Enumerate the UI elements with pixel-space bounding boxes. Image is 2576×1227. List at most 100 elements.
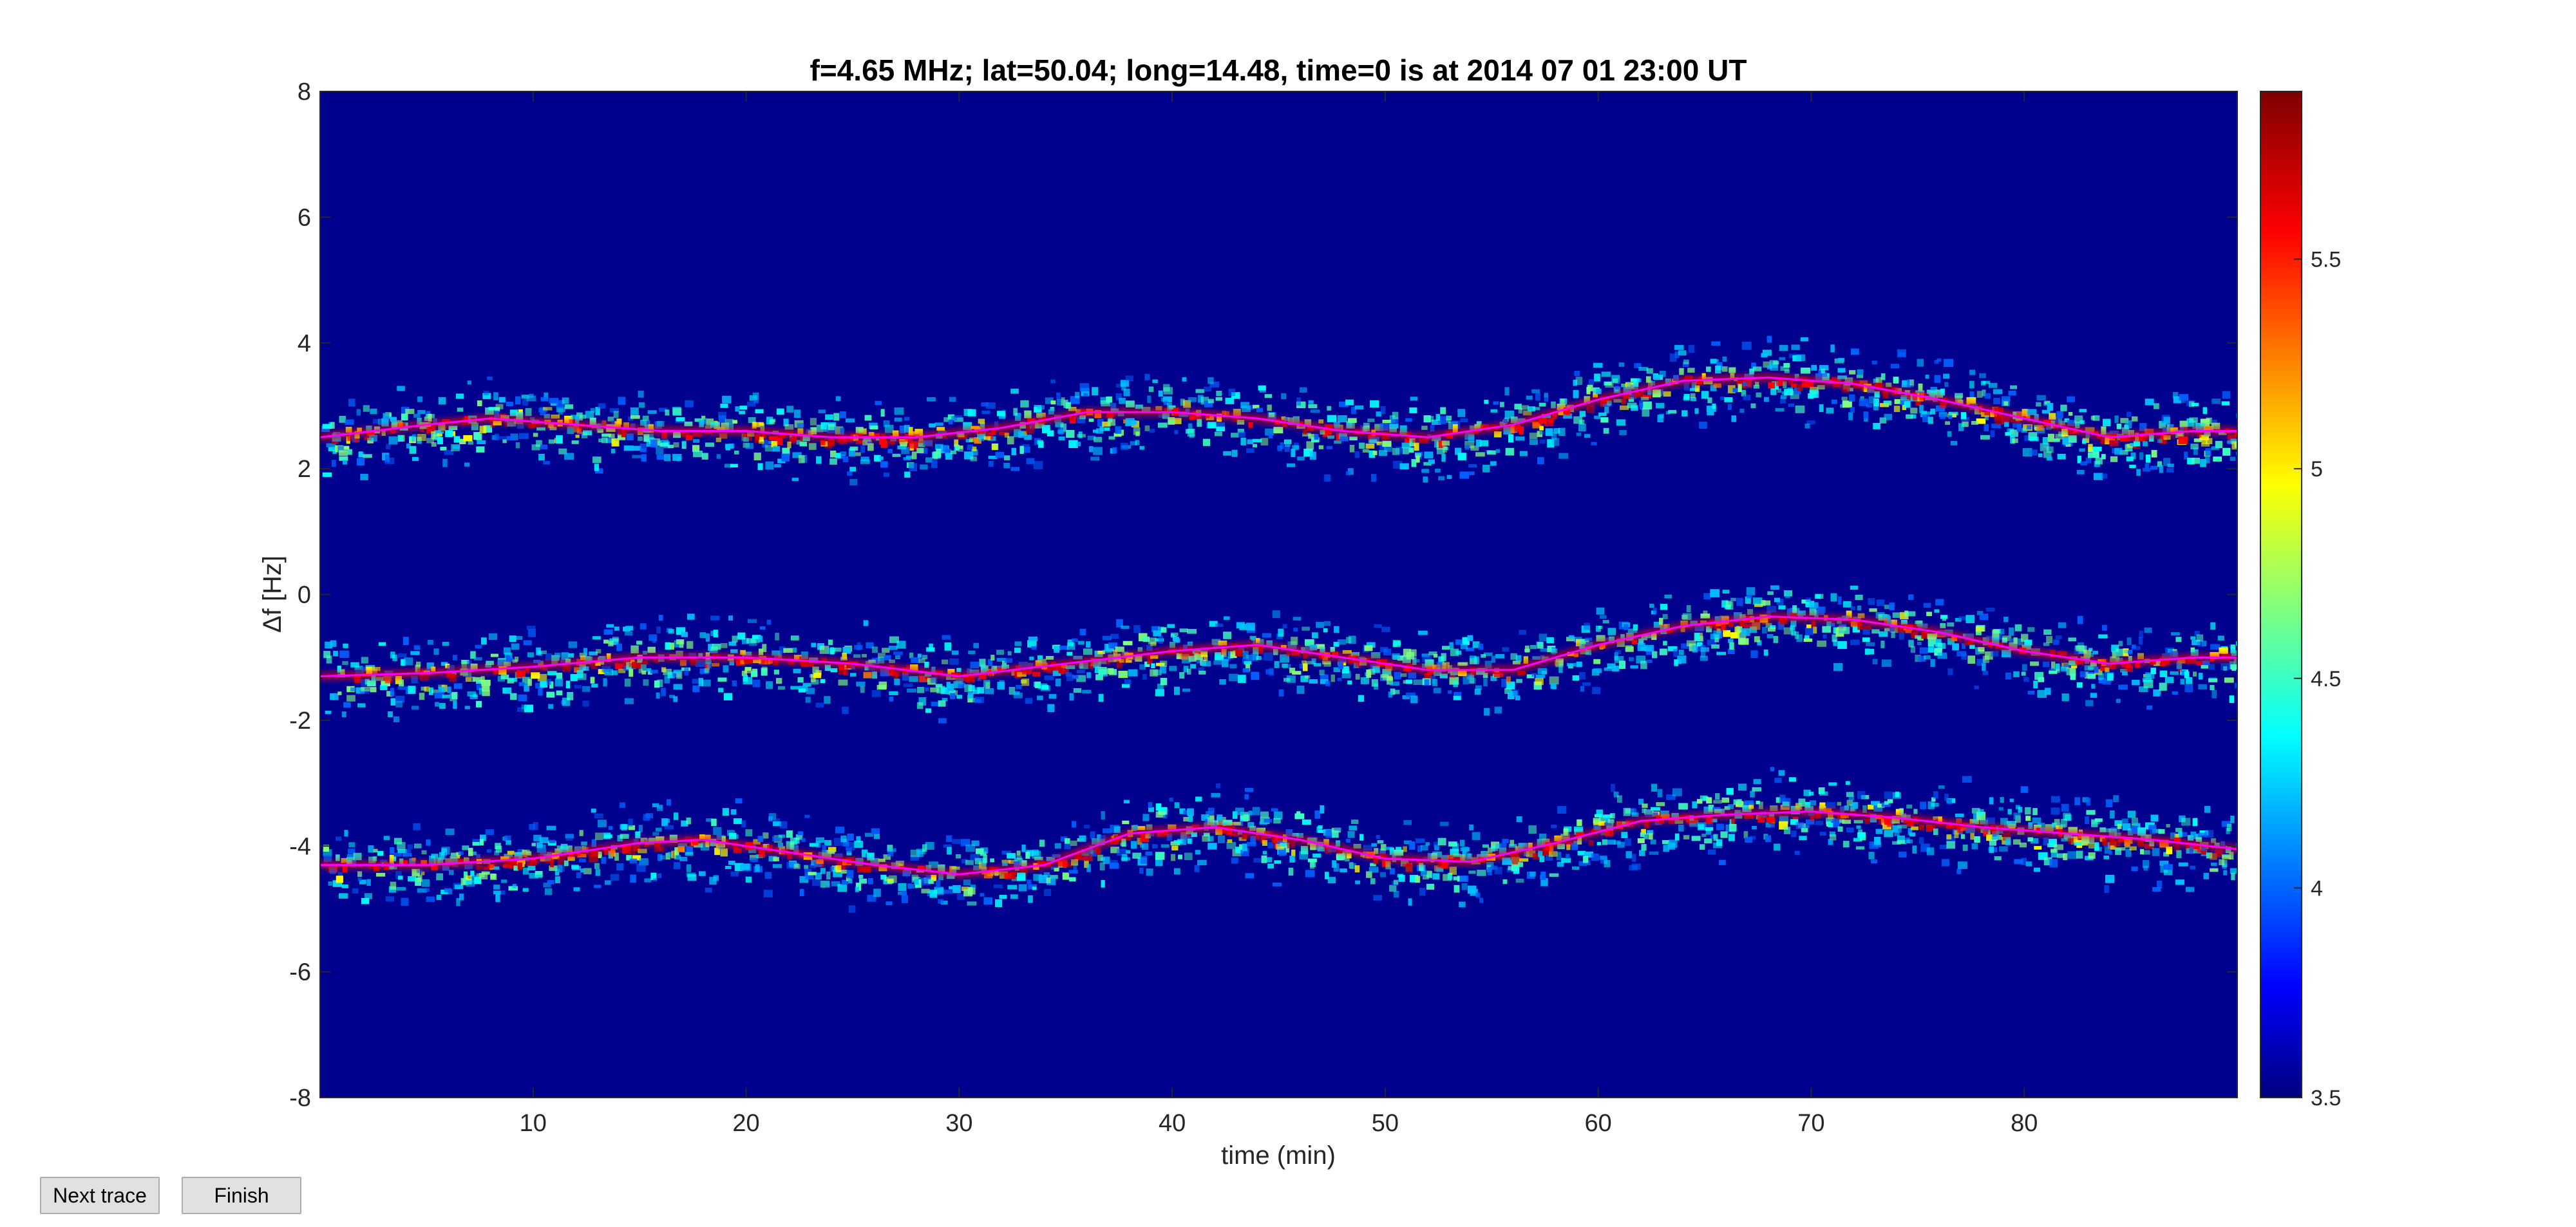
heat-cell: [812, 877, 820, 886]
heat-cell: [1090, 831, 1095, 839]
heat-cell: [889, 659, 895, 664]
heat-cell: [1126, 850, 1131, 854]
heat-cell: [402, 637, 409, 646]
heat-cell: [377, 850, 384, 856]
heat-cell: [828, 424, 835, 431]
heat-cell: [2105, 667, 2110, 673]
heat-cell: [1354, 405, 1364, 410]
heat-cell: [1296, 686, 1305, 694]
heat-cell: [1099, 835, 1106, 841]
heat-cell: [527, 862, 532, 866]
heat-cell: [2163, 458, 2171, 466]
heat-cell: [390, 698, 396, 706]
heat-cell: [415, 661, 421, 667]
heat-cell: [1273, 427, 1283, 434]
heat-cell: [1037, 659, 1046, 664]
heat-cell: [1054, 868, 1059, 872]
heat-cell: [720, 848, 728, 857]
heat-cell: [2090, 693, 2098, 698]
heat-cell: [2027, 837, 2034, 842]
heat-cell: [1857, 832, 1866, 838]
heat-cell: [1643, 395, 1652, 399]
heat-cell: [445, 829, 455, 836]
heat-cell: [601, 856, 607, 864]
heat-cell: [1875, 612, 1885, 619]
heat-cell: [567, 856, 575, 861]
heat-cell: [2145, 454, 2151, 463]
heat-cell: [1544, 419, 1554, 427]
heat-cell: [2094, 847, 2102, 852]
heat-cell: [1703, 610, 1708, 617]
heat-cell: [1579, 411, 1586, 417]
heat-cell: [328, 447, 336, 452]
heat-cell: [894, 407, 904, 415]
heat-cell: [656, 454, 665, 460]
heat-cell: [1508, 866, 1517, 870]
heat-cell: [1544, 397, 1549, 402]
heat-cell: [786, 861, 796, 869]
heat-cell: [2117, 823, 2122, 829]
heat-cell: [1985, 817, 1995, 825]
heat-cell: [476, 684, 482, 691]
heat-cell: [1260, 438, 1269, 445]
heat-cell: [1251, 653, 1258, 662]
heat-cell: [1741, 341, 1752, 350]
heat-cell: [543, 883, 551, 888]
heat-cell: [863, 620, 869, 626]
heat-cell: [1747, 609, 1754, 615]
heat-cell: [610, 874, 620, 881]
heat-cell: [1978, 809, 1984, 817]
heat-cell: [1308, 400, 1314, 404]
heat-cell: [1584, 637, 1593, 641]
heat-cell: [528, 393, 534, 398]
heat-cell: [671, 850, 676, 859]
heat-cell: [2231, 441, 2237, 450]
heat-cell: [949, 886, 956, 890]
heat-cell: [1573, 389, 1579, 398]
heat-cell: [1338, 433, 1348, 439]
heat-cell: [1020, 400, 1029, 407]
heat-cell: [1933, 791, 1938, 799]
heat-cell: [783, 418, 789, 427]
heat-cell: [878, 858, 886, 863]
heat-cell: [980, 893, 985, 897]
heat-cell: [1770, 767, 1775, 771]
heat-cell: [1623, 807, 1631, 816]
heat-cell: [493, 392, 498, 400]
heat-cell: [583, 648, 588, 656]
heat-cell: [2185, 886, 2195, 892]
heat-cell: [337, 666, 341, 673]
heat-cell: [1638, 367, 1649, 371]
heat-cell: [2130, 452, 2136, 460]
heat-cell: [1412, 439, 1417, 443]
heat-cell: [2202, 660, 2210, 666]
heat-cell: [1336, 853, 1345, 861]
heat-cell: [515, 657, 519, 662]
heat-cell: [527, 625, 536, 630]
heat-cell: [1377, 840, 1384, 844]
heat-cell: [399, 679, 404, 687]
heat-cell: [1947, 638, 1955, 645]
heat-cell: [705, 633, 710, 642]
heat-cell: [447, 686, 451, 693]
heat-cell: [393, 838, 402, 845]
heat-cell: [1021, 844, 1026, 852]
heat-cell: [1247, 822, 1255, 828]
heat-cell: [714, 847, 721, 856]
heat-cell: [517, 848, 524, 856]
heat-cell: [2061, 666, 2067, 671]
heat-cell: [991, 443, 998, 451]
heat-cell: [1940, 388, 1945, 396]
heat-cell: [2170, 832, 2176, 840]
heat-cell: [1576, 432, 1582, 436]
heat-cell: [829, 866, 835, 872]
heat-cell: [1475, 452, 1485, 457]
heat-cell: [822, 845, 826, 853]
heat-cell: [488, 864, 495, 869]
heat-cell: [1639, 400, 1643, 407]
heat-cell: [805, 697, 811, 703]
heat-cell: [2007, 809, 2012, 815]
heat-cell: [944, 642, 952, 651]
heat-cell: [862, 653, 867, 658]
heat-cell: [628, 825, 636, 830]
